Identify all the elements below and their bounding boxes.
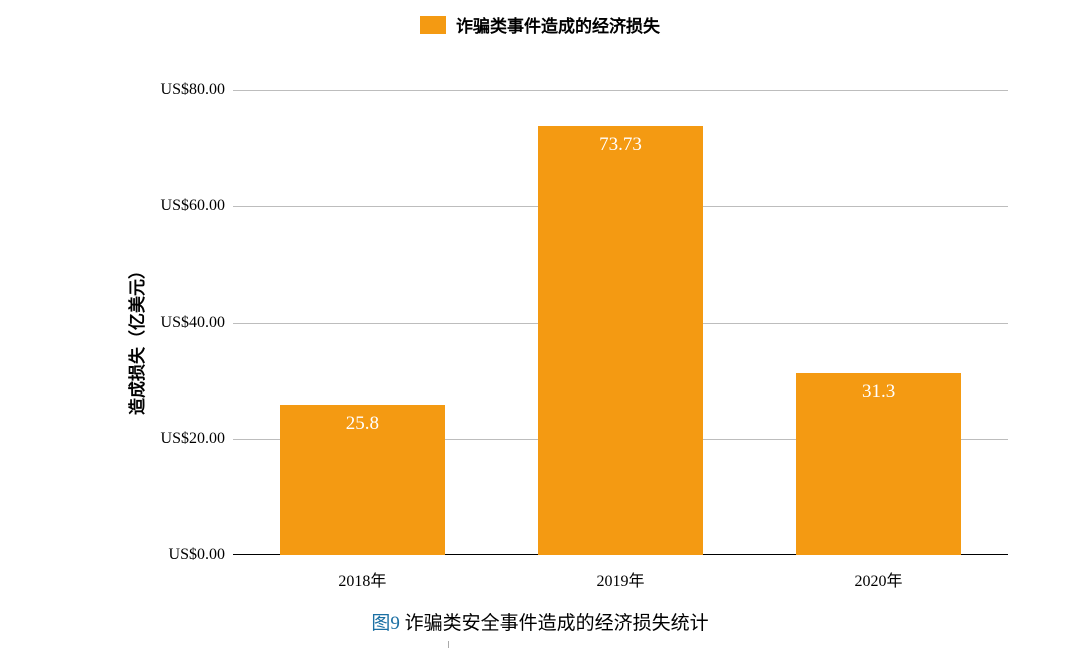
- y-tick-label: US$40.00: [0, 314, 225, 332]
- x-tick-label: 2019年: [561, 567, 681, 591]
- y-axis-title: 造成损失（亿美元）: [123, 262, 148, 415]
- chart-container: 诈骗类事件造成的经济损失 造成损失（亿美元） 25.8 73.73 31.3 图9 …: [0, 0, 1080, 648]
- legend-swatch: [420, 16, 446, 34]
- y-tick-label: US$60.00: [0, 197, 225, 215]
- plot-area: 25.8 73.73 31.3: [233, 90, 1008, 555]
- bar: 25.8: [280, 405, 445, 555]
- y-tick-label: US$0.00: [0, 546, 225, 564]
- gridline: [233, 90, 1008, 91]
- legend-inner: 诈骗类事件造成的经济损失: [420, 12, 660, 37]
- bar-value-label: 25.8: [280, 413, 445, 435]
- x-tick-label: 2020年: [819, 567, 939, 591]
- bar-value-label: 31.3: [796, 381, 961, 403]
- legend: 诈骗类事件造成的经济损失: [0, 12, 1080, 39]
- y-tick-label: US$80.00: [0, 81, 225, 99]
- bar: 31.3: [796, 373, 961, 555]
- x-tick-label: 2018年: [302, 567, 422, 591]
- bottom-tick-mark: [448, 641, 449, 648]
- caption-text: 诈骗类安全事件造成的经济损失统计: [400, 613, 709, 634]
- bar-value-label: 73.73: [538, 134, 703, 156]
- caption-figure-number: 图9: [371, 613, 400, 634]
- bar: 73.73: [538, 126, 703, 555]
- legend-label: 诈骗类事件造成的经济损失: [456, 12, 660, 37]
- y-tick-label: US$20.00: [0, 430, 225, 448]
- figure-caption: 图9 诈骗类安全事件造成的经济损失统计: [0, 608, 1080, 635]
